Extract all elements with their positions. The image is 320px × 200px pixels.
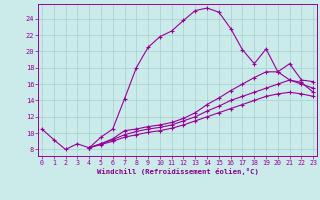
X-axis label: Windchill (Refroidissement éolien,°C): Windchill (Refroidissement éolien,°C) <box>97 168 259 175</box>
